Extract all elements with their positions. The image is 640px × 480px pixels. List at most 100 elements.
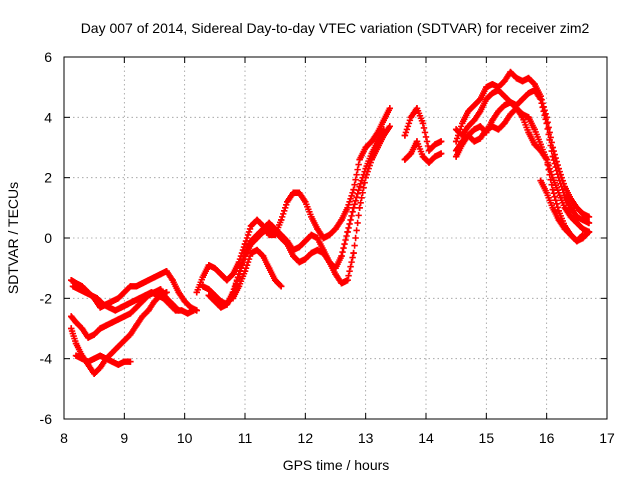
data-point bbox=[78, 325, 86, 332]
data-point bbox=[537, 147, 544, 154]
data-point bbox=[519, 77, 526, 85]
data-point bbox=[121, 358, 128, 365]
data-point bbox=[338, 216, 345, 224]
data-point bbox=[452, 126, 460, 133]
data-point bbox=[68, 325, 75, 332]
data-point bbox=[157, 271, 164, 278]
axis-ticks bbox=[63, 56, 608, 420]
data-point bbox=[229, 295, 237, 302]
data-point bbox=[477, 108, 484, 115]
data-point bbox=[175, 307, 182, 314]
data-point bbox=[483, 83, 490, 91]
data-point bbox=[356, 183, 363, 190]
series-track-5 bbox=[72, 352, 134, 368]
data-point bbox=[549, 204, 556, 212]
data-point bbox=[543, 120, 550, 127]
data-point bbox=[356, 156, 363, 163]
data-point bbox=[157, 292, 164, 299]
data-point bbox=[579, 225, 587, 233]
data-point bbox=[531, 86, 538, 94]
data-point bbox=[314, 246, 321, 254]
data-point bbox=[93, 295, 101, 302]
data-point bbox=[296, 243, 303, 251]
data-point bbox=[211, 264, 219, 272]
data-point bbox=[332, 264, 339, 272]
data-point bbox=[537, 96, 544, 103]
data-point bbox=[332, 271, 339, 278]
data-point bbox=[139, 280, 146, 287]
data-point bbox=[489, 90, 496, 97]
data-point bbox=[489, 117, 496, 124]
data-point bbox=[407, 150, 415, 157]
data-point bbox=[284, 240, 291, 248]
data-point bbox=[163, 295, 170, 302]
data-point bbox=[217, 298, 225, 305]
data-point bbox=[72, 340, 80, 347]
data-point bbox=[217, 271, 225, 278]
series-track-11 bbox=[401, 138, 445, 166]
data-point bbox=[139, 298, 146, 305]
data-point bbox=[419, 120, 427, 127]
data-point bbox=[344, 204, 351, 212]
data-point bbox=[184, 310, 191, 317]
data-point bbox=[284, 198, 291, 205]
data-point bbox=[573, 213, 581, 221]
data-point bbox=[579, 210, 587, 218]
x-tick-label: 15 bbox=[479, 430, 495, 446]
y-tick-label: 4 bbox=[44, 109, 52, 125]
data-point bbox=[118, 304, 125, 311]
data-point bbox=[573, 237, 581, 245]
data-point bbox=[181, 298, 188, 305]
data-point bbox=[130, 298, 137, 305]
data-point bbox=[205, 286, 212, 293]
data-point bbox=[133, 304, 140, 311]
data-point bbox=[386, 123, 393, 130]
y-tick-label: 2 bbox=[44, 170, 52, 186]
data-point bbox=[169, 301, 176, 308]
data-point bbox=[68, 277, 75, 284]
data-point bbox=[103, 322, 110, 329]
data-point bbox=[87, 292, 95, 299]
data-point bbox=[151, 289, 158, 296]
data-point bbox=[97, 304, 104, 311]
data-point bbox=[115, 361, 122, 368]
series-track-6 bbox=[193, 105, 393, 296]
data-point bbox=[320, 234, 327, 242]
x-tick-label: 10 bbox=[177, 430, 193, 446]
data-point bbox=[247, 222, 255, 230]
data-point bbox=[223, 277, 231, 284]
data-point bbox=[84, 334, 92, 341]
data-point bbox=[344, 228, 351, 236]
x-tick-label: 9 bbox=[120, 430, 128, 446]
data-point bbox=[507, 99, 514, 106]
data-point bbox=[259, 252, 267, 260]
data-point bbox=[525, 129, 532, 136]
data-point bbox=[531, 126, 538, 133]
series-track-3 bbox=[68, 286, 182, 341]
data-point bbox=[296, 189, 303, 196]
y-tick-labels: -6 -4 -2 0 2 4 6 bbox=[40, 49, 53, 427]
data-point bbox=[190, 307, 197, 314]
x-tick-label: 16 bbox=[539, 430, 555, 446]
data-point bbox=[407, 114, 415, 121]
data-point bbox=[495, 86, 502, 94]
data-point bbox=[211, 298, 219, 305]
data-point bbox=[338, 280, 345, 287]
data-point bbox=[374, 138, 381, 145]
data-point bbox=[151, 274, 158, 281]
series-track-8 bbox=[205, 126, 387, 311]
data-point bbox=[145, 277, 152, 284]
data-point bbox=[477, 123, 484, 130]
x-tick-label: 17 bbox=[599, 430, 615, 446]
grid bbox=[64, 57, 607, 419]
data-point bbox=[241, 240, 249, 248]
y-tick-label: 6 bbox=[44, 49, 52, 65]
data-point bbox=[145, 292, 152, 299]
series-markers bbox=[452, 105, 593, 245]
data-point bbox=[163, 267, 170, 275]
data-point bbox=[507, 111, 514, 118]
data-point bbox=[585, 228, 593, 236]
data-point bbox=[84, 358, 92, 365]
data-point bbox=[121, 289, 128, 296]
